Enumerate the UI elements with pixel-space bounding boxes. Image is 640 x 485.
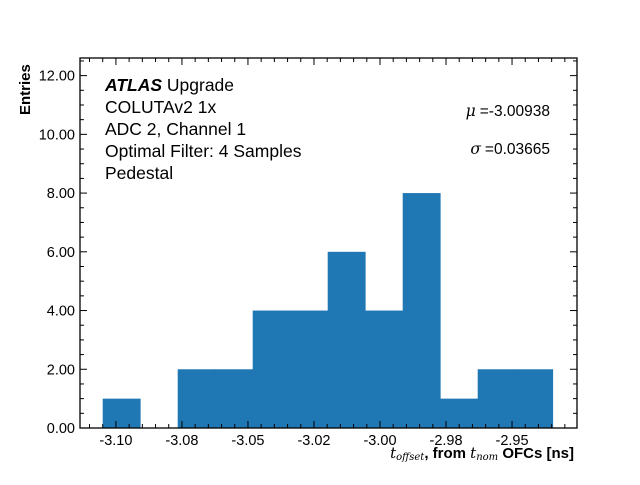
x-label-tail: OFCs [ns] <box>498 445 574 462</box>
y-tick-label: 8.00 <box>47 186 75 202</box>
histogram-bar <box>290 310 329 428</box>
mean-stat: μ =-3.00938 <box>466 102 550 120</box>
ticks <box>80 58 577 429</box>
y-tick-label: 2.00 <box>47 362 75 378</box>
histogram-bar <box>327 251 366 428</box>
histogram-bar <box>102 398 141 428</box>
atlas-text: ATLAS <box>104 75 162 95</box>
tick-labels: -3.10 -3.08 -3.05 -3.02 -3.00 -2.98 -2.95 0.00 2… <box>39 69 529 449</box>
x-label-t2: t <box>470 444 477 462</box>
histogram-bar <box>215 369 254 428</box>
x-tick-label: -3.10 <box>99 433 132 449</box>
x-tick-label: -3.02 <box>297 433 330 449</box>
y-tick-label: 12.00 <box>39 69 75 85</box>
bars <box>102 193 554 428</box>
y-tick-label: 6.00 <box>47 245 75 261</box>
histogram-bar <box>440 398 479 428</box>
x-tick-label: -3.00 <box>363 433 396 449</box>
x-label-mid: , from <box>424 445 470 462</box>
mu-symbol: μ <box>466 102 476 120</box>
plot-frame <box>79 57 578 429</box>
y-tick-label: 4.00 <box>47 304 75 320</box>
sigma-symbol: σ <box>470 140 481 158</box>
histogram-bar <box>177 369 216 428</box>
annotation-line: COLUTAv2 1x <box>105 97 216 117</box>
annotation-line: Pedestal <box>105 163 173 183</box>
x-tick-label: -2.98 <box>429 433 462 449</box>
y-tick-label: 10.00 <box>39 127 75 143</box>
x-axis-label: toffset, from tnom OFCs [ns] <box>390 444 574 463</box>
histogram-bar <box>477 369 516 428</box>
x-tick-label: -3.05 <box>231 433 264 449</box>
histogram-bar <box>515 369 554 428</box>
y-tick-label: 0.00 <box>47 421 75 437</box>
x-label-sub-offset: offset <box>396 452 425 463</box>
x-tick-label: -2.95 <box>496 433 529 449</box>
sigma-stat: σ =0.03665 <box>470 140 550 158</box>
x-label-sub-nom: nom <box>476 452 498 463</box>
x-label-t: t <box>390 444 397 462</box>
histogram-bar <box>252 310 291 428</box>
histogram-bar <box>402 193 441 428</box>
sigma-value: =0.03665 <box>485 141 550 158</box>
x-tick-label: -3.08 <box>165 433 198 449</box>
mu-value: =-3.00938 <box>480 103 550 120</box>
upgrade-text: Upgrade <box>162 75 234 95</box>
y-axis-label: Entries <box>17 64 34 115</box>
annotation-line: ADC 2, Channel 1 <box>105 119 246 139</box>
annotation-line: Optimal Filter: 4 Samples <box>105 141 302 161</box>
atlas-label: ATLAS Upgrade <box>104 75 234 95</box>
histogram-bar <box>365 310 404 428</box>
annotation-block: ATLAS Upgrade COLUTAv2 1x ADC 2, Channel… <box>104 75 302 183</box>
